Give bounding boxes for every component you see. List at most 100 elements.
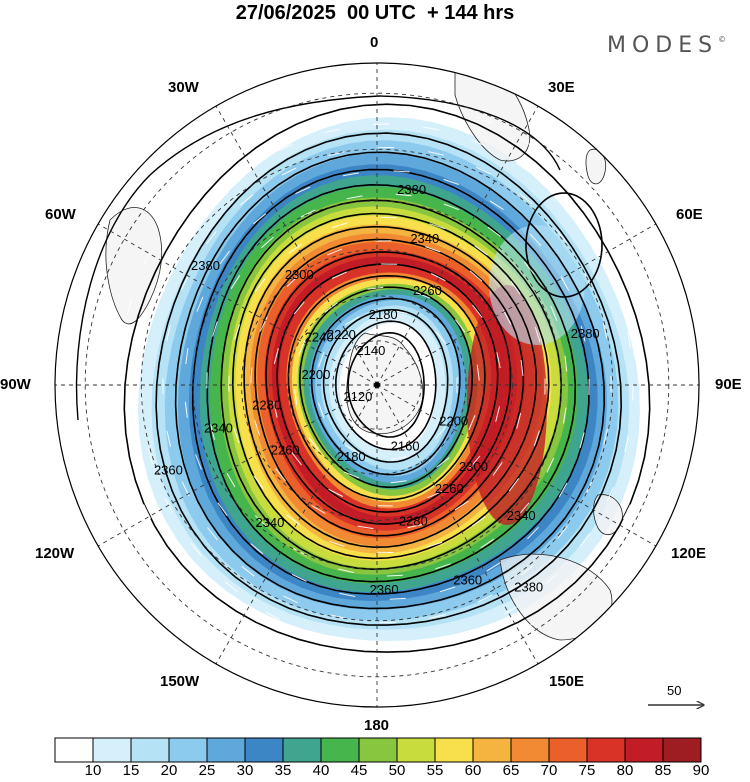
wind-vector xyxy=(294,389,298,406)
wind-vector xyxy=(250,367,253,384)
wind-vector xyxy=(520,621,536,632)
wind-vector xyxy=(560,276,570,291)
wind-vector xyxy=(195,454,202,470)
latitude-circle xyxy=(332,340,422,430)
colorbar-box xyxy=(662,737,702,763)
wind-vector xyxy=(414,291,431,299)
wind-vector xyxy=(118,403,122,420)
colorbar-box xyxy=(244,737,284,763)
wind-vector xyxy=(282,646,298,654)
colorbar-tick-label: 55 xyxy=(426,762,444,779)
wind-vector xyxy=(435,563,451,570)
wind-vector xyxy=(603,428,608,445)
geopotential-contour xyxy=(299,286,474,489)
colorbar-box xyxy=(586,737,626,763)
contour-label: 2380 xyxy=(397,182,426,197)
wind-vector xyxy=(233,427,240,444)
wind-vector xyxy=(324,128,340,134)
wind-vector xyxy=(557,525,568,539)
madagascar-outline xyxy=(585,148,607,185)
wind-vector xyxy=(426,541,443,548)
wind-vector xyxy=(391,310,408,314)
longitude-label-30e: 30E xyxy=(548,79,575,96)
wind-vector xyxy=(166,430,172,447)
wind-vector xyxy=(472,304,483,319)
wind-vector xyxy=(217,502,228,516)
meridian-line xyxy=(97,384,378,547)
wind-vector xyxy=(282,116,298,124)
wind-vector xyxy=(357,525,374,530)
contour-label: 2180 xyxy=(337,449,366,464)
wind-vector xyxy=(429,223,445,230)
wind-vector xyxy=(339,592,356,597)
longitude-label-90e: 90E xyxy=(715,376,742,393)
meridian-line xyxy=(97,223,378,386)
colorbar-box xyxy=(206,737,246,763)
wind-vector xyxy=(624,436,629,453)
colorbar-tick-label: 60 xyxy=(464,762,482,779)
wind-vector xyxy=(265,611,280,621)
longitude-label-150e: 150E xyxy=(549,673,585,690)
longitude-label-60e: 60E xyxy=(676,206,703,223)
wind-vector xyxy=(595,549,606,563)
geopotential-contour xyxy=(347,331,425,438)
geopotential-contour xyxy=(155,132,623,626)
wind-vector xyxy=(428,662,445,667)
wind-vector xyxy=(324,302,338,313)
wind-vector xyxy=(277,144,293,152)
wind-vector xyxy=(338,568,355,574)
wind-vector xyxy=(311,505,326,514)
wind-vector xyxy=(595,207,607,221)
wind-vector xyxy=(241,565,255,577)
wind-vector xyxy=(167,549,179,563)
longitude-label-0: 0 xyxy=(370,34,379,51)
wind-vector xyxy=(210,424,215,440)
wind-vector xyxy=(346,195,363,200)
wind-vector xyxy=(468,415,476,431)
wind-vector xyxy=(291,451,302,466)
wind-vector xyxy=(555,195,568,208)
contour-label: 2240 xyxy=(305,329,334,344)
wind-vector xyxy=(389,597,406,600)
wind-vector xyxy=(520,564,534,576)
wind-vector xyxy=(180,275,189,291)
wind-vector xyxy=(480,538,495,549)
colorbar-box xyxy=(358,737,398,763)
colorbar-box xyxy=(282,737,322,763)
colorbar-tick-label: 80 xyxy=(616,762,634,779)
colorbar-tick-label: 45 xyxy=(350,762,368,779)
colorbar-tick-label: 40 xyxy=(312,762,330,779)
brand-text: MODES xyxy=(607,33,719,58)
wind-vector xyxy=(386,574,403,577)
wind-vector xyxy=(395,193,412,197)
wind-vector xyxy=(261,236,274,249)
wind-vector xyxy=(391,456,407,460)
longitude-label-150w: 150W xyxy=(160,673,200,690)
wind-vector xyxy=(425,246,441,253)
wind-vector xyxy=(200,169,213,181)
wind-vector xyxy=(330,614,346,619)
wind-vector xyxy=(516,412,522,429)
contour-label: 2280 xyxy=(399,513,428,528)
colorbar-box xyxy=(434,737,474,763)
wind-vector xyxy=(579,432,585,449)
wind-vector xyxy=(212,321,218,337)
wind-vector xyxy=(393,170,410,173)
wind-vector xyxy=(293,301,305,315)
colorbar-box xyxy=(396,737,436,763)
wind-vector xyxy=(291,573,307,582)
wind-vector xyxy=(344,444,360,454)
wind-vector xyxy=(185,348,189,365)
contour-label: 2200 xyxy=(439,414,468,429)
wind-vector xyxy=(234,324,241,340)
wind-vector xyxy=(238,621,253,632)
wind-vector xyxy=(469,455,481,469)
wind-vector xyxy=(508,478,520,492)
longitude-label-30w: 30W xyxy=(168,79,199,96)
colorbar-box xyxy=(168,737,208,763)
geopotential-contour xyxy=(243,225,538,549)
wind-vector xyxy=(196,296,204,312)
wind-vector xyxy=(545,573,558,585)
wind-vector xyxy=(546,457,555,473)
wind-vector xyxy=(141,343,145,360)
